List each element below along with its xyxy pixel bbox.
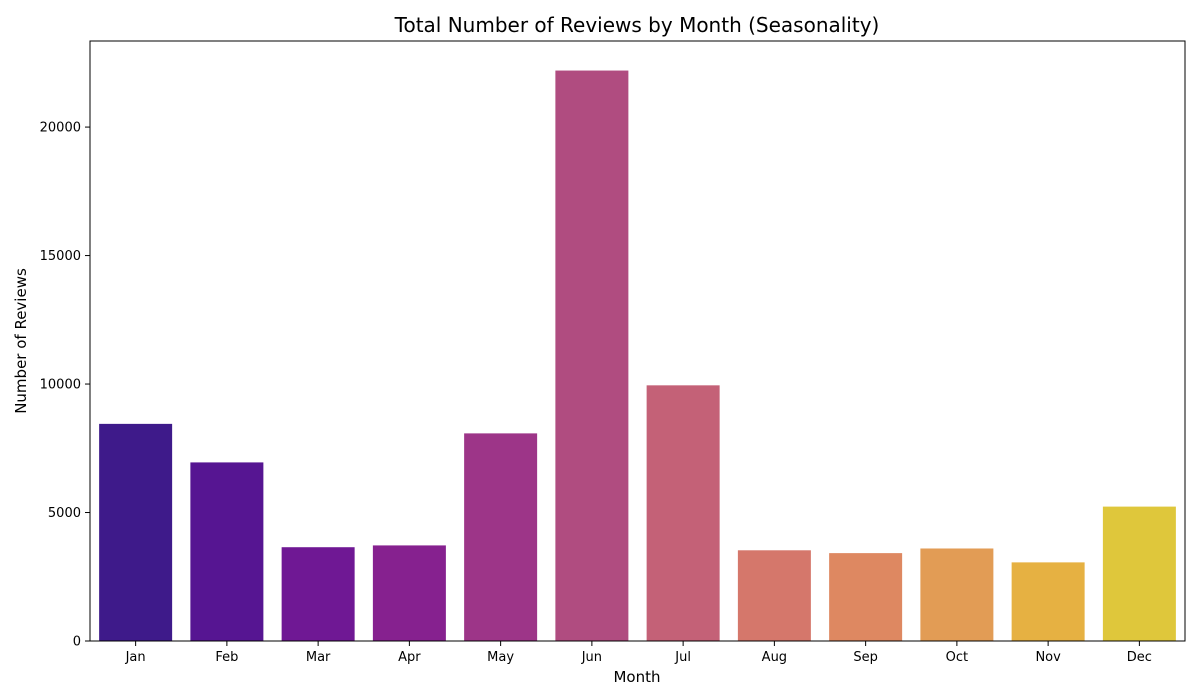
x-tick-label: Oct bbox=[946, 650, 968, 665]
x-tick-label: Apr bbox=[398, 650, 421, 665]
bar-apr bbox=[372, 545, 446, 641]
x-axis: Jan Feb Mar Apr May Jun Jul Aug Sep Oct Nov Dec bbox=[125, 641, 1152, 665]
bar-aug bbox=[737, 550, 811, 641]
bar-may bbox=[464, 433, 538, 641]
x-tick-label: Dec bbox=[1127, 650, 1152, 665]
x-tick-label: Jun bbox=[581, 650, 602, 665]
bar-jan bbox=[99, 423, 173, 641]
x-tick-label: May bbox=[487, 650, 514, 665]
y-axis-label: Number of Reviews bbox=[12, 268, 30, 414]
x-tick-label: Jul bbox=[674, 650, 691, 665]
y-tick-label: 5000 bbox=[48, 506, 81, 521]
bar-nov bbox=[1011, 562, 1085, 641]
x-tick-label: Aug bbox=[762, 650, 787, 665]
x-tick-label: Jan bbox=[125, 650, 146, 665]
x-tick-label: Mar bbox=[306, 650, 331, 665]
x-tick-label: Nov bbox=[1035, 650, 1061, 665]
x-tick-label: Feb bbox=[215, 650, 238, 665]
y-tick-label: 0 bbox=[73, 635, 81, 650]
chart-title: Total Number of Reviews by Month (Season… bbox=[394, 13, 880, 37]
bar-mar bbox=[281, 547, 355, 641]
bar-oct bbox=[920, 548, 994, 641]
y-tick-label: 10000 bbox=[40, 378, 81, 393]
plot-area bbox=[99, 70, 1176, 642]
bar-sep bbox=[829, 553, 903, 641]
x-axis-label: Month bbox=[613, 668, 660, 686]
y-tick-label: 15000 bbox=[40, 249, 81, 264]
y-tick-label: 20000 bbox=[40, 121, 81, 136]
x-tick-label: Sep bbox=[853, 650, 878, 665]
plot-frame bbox=[89, 40, 1186, 642]
y-axis: 0 5000 10000 15000 20000 bbox=[40, 121, 90, 650]
bar-feb bbox=[190, 462, 264, 641]
bar-dec bbox=[1102, 506, 1176, 641]
bar-jul bbox=[646, 385, 720, 641]
bar-jun bbox=[555, 70, 629, 642]
